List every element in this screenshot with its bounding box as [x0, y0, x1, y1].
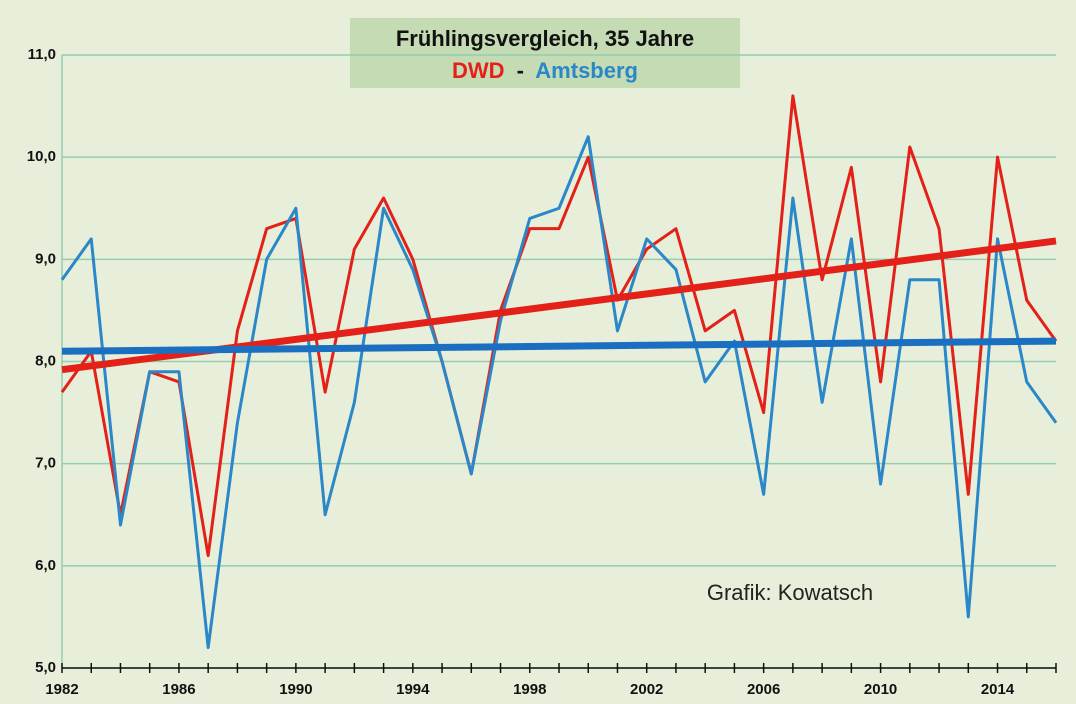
y-tick-label: 10,0	[27, 148, 56, 165]
legend-entry: Amtsberg	[535, 58, 638, 83]
y-tick-label: 7,0	[35, 455, 56, 472]
trend-line	[61, 337, 1057, 355]
title-box	[350, 18, 740, 88]
data-line	[60, 135, 1058, 650]
y-tick-label: 6,0	[35, 557, 56, 574]
legend-entry: DWD	[452, 58, 505, 83]
x-tick-label: 2002	[630, 681, 663, 698]
y-tick-label: 9,0	[35, 250, 56, 267]
y-tick-label: 11,0	[28, 46, 56, 63]
legend: DWD - Amtsberg	[452, 58, 638, 83]
y-tick-label: 8,0	[35, 352, 56, 369]
x-tick-label: 1994	[396, 681, 430, 698]
x-tick-label: 1998	[513, 681, 546, 698]
x-tick-label: 1990	[279, 681, 312, 698]
x-tick-label: 2010	[864, 681, 897, 698]
x-tick-label: 2014	[981, 681, 1015, 698]
chart-title: Frühlingsvergleich, 35 Jahre	[396, 26, 694, 51]
y-tick-label: 5,0	[35, 659, 56, 676]
annotation: Grafik: Kowatsch	[707, 580, 873, 605]
legend-separator: -	[517, 58, 524, 83]
data-line	[60, 94, 1058, 558]
x-tick-label: 1982	[45, 681, 78, 698]
x-tick-label: 2006	[747, 681, 780, 698]
x-tick-label: 1986	[162, 681, 195, 698]
